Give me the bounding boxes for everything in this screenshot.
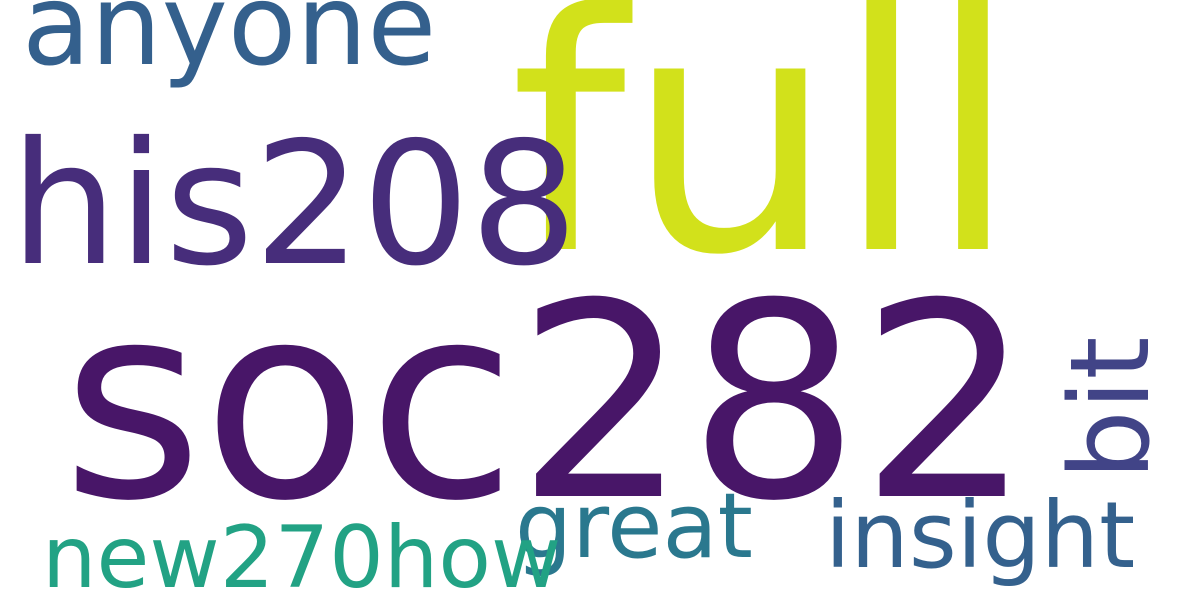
word-anyone: anyone [22,0,437,91]
word-insight: insight [825,482,1136,589]
word-bit: bit [1046,336,1174,480]
word-his208: his208 [10,106,579,304]
word-great: great [515,474,753,579]
word-new270how: new270how [42,508,562,600]
word-full: full [510,0,1019,327]
word-soc282: soc282 [62,245,1032,560]
